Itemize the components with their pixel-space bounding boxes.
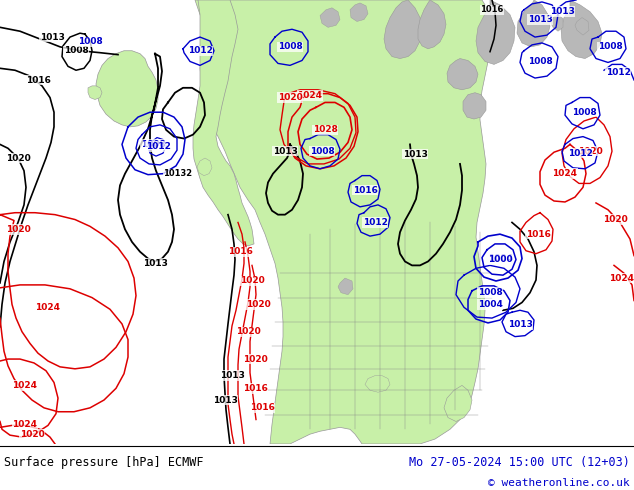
Text: 1016: 1016 <box>250 403 275 413</box>
Polygon shape <box>350 3 368 22</box>
Text: 1016: 1016 <box>243 384 268 393</box>
Text: 1020: 1020 <box>245 300 270 309</box>
Polygon shape <box>561 0 602 58</box>
Text: 1013: 1013 <box>219 371 245 380</box>
Text: 1012: 1012 <box>567 148 592 158</box>
Text: 1020: 1020 <box>20 430 44 439</box>
Text: 1024: 1024 <box>609 273 634 283</box>
Text: 1008: 1008 <box>278 42 302 51</box>
Text: 1008: 1008 <box>63 46 88 55</box>
Polygon shape <box>338 278 353 294</box>
Polygon shape <box>365 376 390 392</box>
Text: 1012: 1012 <box>188 46 212 55</box>
Polygon shape <box>575 18 589 35</box>
Polygon shape <box>550 15 563 31</box>
Text: 1016: 1016 <box>25 75 51 84</box>
Text: 1008: 1008 <box>598 42 623 51</box>
Polygon shape <box>476 0 515 64</box>
Text: 1020: 1020 <box>278 93 302 102</box>
Text: 1013: 1013 <box>143 259 167 268</box>
Text: 1008: 1008 <box>572 108 597 117</box>
Text: 1004: 1004 <box>488 254 512 263</box>
Text: 10132: 10132 <box>164 169 193 178</box>
Text: 1016: 1016 <box>481 5 503 14</box>
Text: 1016: 1016 <box>526 230 550 239</box>
Text: 1020: 1020 <box>6 225 30 234</box>
Text: 1008: 1008 <box>77 37 102 47</box>
Text: 1028: 1028 <box>313 125 337 134</box>
Polygon shape <box>384 0 422 58</box>
Polygon shape <box>197 158 212 175</box>
Text: 1013: 1013 <box>273 147 297 156</box>
Polygon shape <box>320 8 340 27</box>
Text: Mo 27-05-2024 15:00 UTC (12+03): Mo 27-05-2024 15:00 UTC (12+03) <box>409 456 630 469</box>
Text: Surface pressure [hPa] ECMWF: Surface pressure [hPa] ECMWF <box>4 456 204 469</box>
Text: 1020: 1020 <box>603 215 628 224</box>
Polygon shape <box>418 0 446 49</box>
Polygon shape <box>96 51 158 127</box>
Text: 1008: 1008 <box>309 147 334 156</box>
Text: 1024: 1024 <box>297 91 323 100</box>
Text: 1020: 1020 <box>6 153 30 163</box>
Text: © weatheronline.co.uk: © weatheronline.co.uk <box>488 478 630 488</box>
Text: 1013: 1013 <box>508 320 533 329</box>
Text: 1012: 1012 <box>363 218 387 227</box>
Text: 1013: 1013 <box>550 7 574 16</box>
Text: 1016: 1016 <box>353 186 377 195</box>
Text: 1013: 1013 <box>39 32 65 42</box>
Text: 1013: 1013 <box>212 395 238 405</box>
Text: 1020: 1020 <box>240 276 264 286</box>
Polygon shape <box>463 93 486 119</box>
Polygon shape <box>193 0 254 246</box>
Text: 1020: 1020 <box>243 355 268 364</box>
Text: 1004: 1004 <box>477 300 502 309</box>
Text: 1020: 1020 <box>578 147 602 156</box>
Text: 1012: 1012 <box>605 68 630 77</box>
Polygon shape <box>195 0 490 444</box>
Text: 1008: 1008 <box>477 288 502 297</box>
Text: 1013: 1013 <box>403 149 427 159</box>
Text: 1012: 1012 <box>146 142 171 151</box>
Text: 1024: 1024 <box>36 303 60 312</box>
Polygon shape <box>517 0 550 47</box>
Text: 1000: 1000 <box>488 255 512 264</box>
Text: 1008: 1008 <box>141 140 165 149</box>
Text: 1013: 1013 <box>527 15 552 24</box>
Text: 1024: 1024 <box>552 169 578 178</box>
Text: 1016: 1016 <box>228 247 252 256</box>
Text: 1024: 1024 <box>13 381 37 390</box>
Text: 1024: 1024 <box>13 420 37 429</box>
Polygon shape <box>447 58 478 90</box>
Polygon shape <box>444 386 472 421</box>
Text: 1020: 1020 <box>236 327 261 336</box>
Polygon shape <box>88 86 102 99</box>
Text: 1008: 1008 <box>527 57 552 66</box>
